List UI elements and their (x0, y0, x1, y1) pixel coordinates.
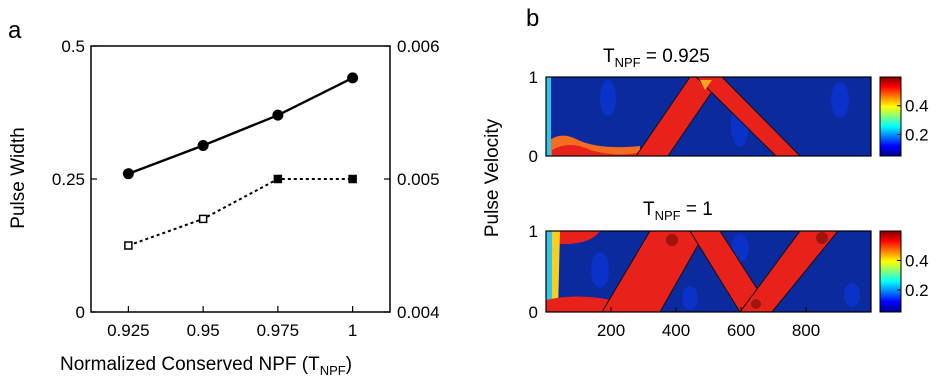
heatmap-top-band-peak (700, 80, 712, 90)
series-0-point (122, 168, 134, 180)
y-tick-label: 0 (76, 303, 85, 322)
y-ticks-right: 0.004 0.005 0.006 (384, 37, 440, 322)
colorbar-top-tick-label: 0.4 (905, 97, 929, 116)
heatmap-bottom-x-ticks: 200 400 600 800 (597, 307, 820, 340)
series-0-point (197, 139, 209, 151)
heatmap-bottom-left-edge (546, 231, 552, 312)
heatmap-bottom-peak (816, 232, 828, 244)
y2-tick-label: 0.006 (397, 37, 440, 56)
x-axis-label-sub: NPF (320, 363, 346, 376)
series-line-1 (128, 178, 353, 247)
heatmap-bottom-peak (751, 299, 761, 309)
colorbar-bottom (879, 230, 902, 313)
heatmap-y-tick-label: 1 (529, 222, 538, 241)
x-axis-label-main: Normalized Conserved NPF (T (60, 354, 320, 375)
x-tick-label: 0.925 (107, 321, 150, 340)
heatmap-top-title-value: = 0.925 (641, 46, 710, 67)
x-tick-label: 0.95 (187, 321, 220, 340)
colorbar-top-ticks: 0.20.4 (897, 97, 929, 144)
heatmap-top-y-ticks: 01 (529, 68, 538, 166)
heatmap-bottom-peak (666, 234, 678, 246)
y-ticks-left: 0 0.25 0.5 (52, 37, 97, 322)
heatmap-bottom-band-rising-2 (739, 231, 839, 312)
heatmap-top-blob (600, 80, 616, 116)
series-line-0 (127, 76, 354, 175)
y2-tick-label: 0.004 (397, 303, 440, 322)
heatmap-top (546, 77, 871, 156)
panel-b-letter: b (526, 5, 539, 32)
colorbar-top (879, 76, 902, 157)
colorbar-bottom-tick-label: 0.2 (905, 281, 929, 300)
x-axis-label-end: ) (346, 354, 352, 375)
heatmap-bottom-title-value: = 1 (681, 199, 713, 220)
series-0-point (272, 109, 284, 121)
line-chart-a: 0 0.25 0.5 0.004 0.005 0.006 0.925 0.95 0.975 1… (8, 37, 503, 376)
y-tick-label: 0.25 (52, 170, 85, 189)
heatmap-bottom-frame (545, 230, 872, 313)
colorbar-bottom-tick-label: 0.4 (905, 251, 929, 270)
heatmap-top-blob (831, 82, 849, 118)
heatmap-bottom-band-rising (601, 231, 707, 312)
heatmap-bottom (546, 231, 871, 312)
colorbar-bottom-ticks: 0.2 0.4 (897, 251, 929, 300)
x-ticks: 0.925 0.95 0.975 1 (107, 306, 357, 340)
series-1-point (273, 174, 283, 184)
panel-a-letter: a (8, 17, 22, 44)
x-tick-label: 1 (348, 321, 357, 340)
heatmap-bottom-title-sub: NPF (655, 208, 681, 223)
x-axis-label: Normalized Conserved NPF (TNPF) (60, 354, 352, 376)
series-1-point (348, 174, 357, 184)
heatmap-x-tick-label: 400 (662, 321, 690, 340)
y2-axis-label: Pulse Velocity (482, 118, 503, 237)
y-axis-label: Pulse Width (8, 127, 29, 228)
heatmap-bottom-blob (844, 283, 860, 307)
plot-frame-a (90, 45, 391, 313)
series-layer (122, 72, 359, 250)
y-tick-label: 0.5 (61, 37, 85, 56)
y2-tick-label: 0.005 (397, 170, 440, 189)
heatmap-bottom-title-main: T (643, 199, 655, 220)
heatmap-top-left-edge (546, 77, 551, 156)
heatmap-y-tick-label: 0 (529, 147, 538, 166)
colorbar-top-tick-label: 0.2 (905, 125, 929, 144)
heatmap-y-tick-label: 1 (529, 68, 538, 87)
heatmap-x-tick-label: 800 (792, 321, 820, 340)
series-1-point (124, 241, 133, 250)
x-tick-label: 0.975 (257, 321, 300, 340)
heatmap-top-title-sub: NPF (615, 55, 641, 70)
heatmap-bottom-title: TNPF = 1 (643, 199, 713, 223)
heatmap-top-frame (545, 76, 872, 157)
heatmap-x-tick-label: 600 (727, 321, 755, 340)
heatmap-bottom-band-falling (689, 231, 773, 312)
heatmap-bottom-y-ticks: 01 (529, 222, 538, 322)
heatmap-bottom-blob (591, 252, 609, 288)
heatmap-y-tick-label: 0 (529, 303, 538, 322)
heatmap-x-tick-label: 200 (597, 321, 625, 340)
heatmap-top-title-main: T (603, 46, 615, 67)
heatmap-top-band-rising (635, 77, 723, 156)
series-0-point (347, 72, 359, 84)
heatmap-bottom-blob (682, 286, 698, 310)
series-1-point (198, 214, 208, 224)
heatmap-top-bottom-band (552, 145, 640, 156)
heatmap-top-band-falling (695, 77, 801, 156)
heatmap-top-title: TNPF = 0.925 (603, 46, 710, 70)
